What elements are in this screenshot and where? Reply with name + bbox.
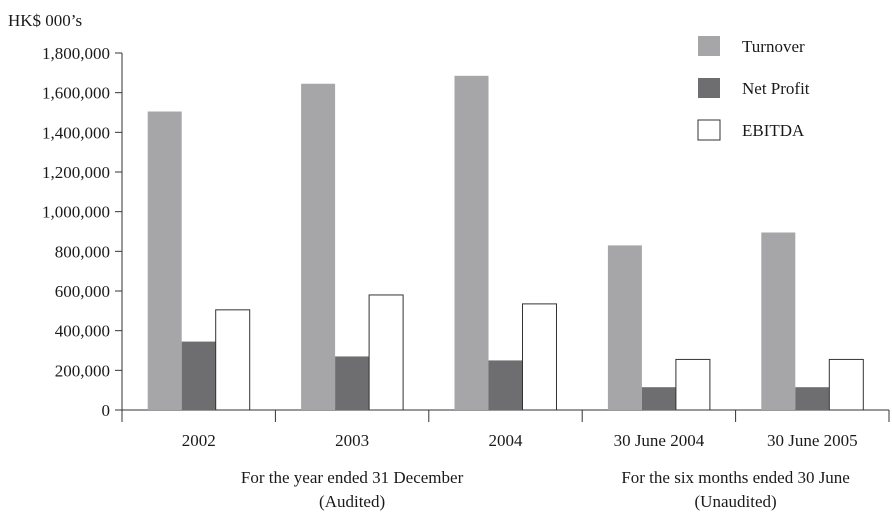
bar-ebitda <box>828 358 864 411</box>
y-tick-label: 1,800,000 <box>42 44 110 63</box>
x-group-sublabel: (Audited) <box>319 492 385 511</box>
x-axis: 2002 2003 2004 30 June 2004 30 June 2005 For … <box>121 409 890 511</box>
x-tick-label: 2003 <box>335 431 369 450</box>
legend-swatch <box>698 78 720 98</box>
x-group-sublabel: (Unaudited) <box>695 492 777 511</box>
legend-label: Turnover <box>742 37 805 56</box>
y-tick-label: 400,000 <box>55 322 110 341</box>
y-tick-label: 0 <box>102 401 111 420</box>
bar-net-profit <box>181 341 216 410</box>
bar-ebitda <box>522 303 557 411</box>
y-tick-label: 1,600,000 <box>42 84 110 103</box>
bar-net-profit <box>335 356 370 410</box>
x-tick-label: 30 June 2005 <box>767 431 858 450</box>
y-axis: 0 200,000 400,000 600,000 800,000 1,000,000 1,… <box>42 44 123 420</box>
unit-label: HK$ 000’s <box>8 11 82 30</box>
bar-ebitda <box>368 294 404 411</box>
legend-swatch <box>697 119 721 141</box>
y-tick-label: 600,000 <box>55 282 110 301</box>
x-tick-label: 2004 <box>489 431 524 450</box>
legend-label: Net Profit <box>742 79 810 98</box>
bar-net-profit <box>488 360 523 410</box>
bar-net-profit <box>641 387 676 410</box>
y-tick-label: 800,000 <box>55 242 110 261</box>
y-tick-label: 1,200,000 <box>42 163 110 182</box>
legend: Turnover Net Profit EBITDA <box>697 36 810 141</box>
bars <box>147 75 864 411</box>
bar-turnover <box>607 245 642 410</box>
legend-swatch <box>698 36 720 56</box>
legend-label: EBITDA <box>742 121 805 140</box>
bar-net-profit <box>795 387 830 410</box>
x-group-label: For the year ended 31 December <box>241 468 464 487</box>
bar-ebitda <box>675 358 711 411</box>
x-group-label: For the six months ended 30 June <box>621 468 850 487</box>
x-tick-label: 2002 <box>182 431 216 450</box>
bar-turnover <box>761 232 796 410</box>
x-tick-label: 30 June 2004 <box>614 431 705 450</box>
bar-turnover <box>454 75 489 410</box>
y-tick-label: 1,000,000 <box>42 203 110 222</box>
bar-turnover <box>301 83 336 410</box>
bar-ebitda <box>215 309 251 411</box>
bar-turnover <box>147 111 182 410</box>
y-tick-label: 200,000 <box>55 361 110 380</box>
y-tick-label: 1,400,000 <box>42 123 110 142</box>
